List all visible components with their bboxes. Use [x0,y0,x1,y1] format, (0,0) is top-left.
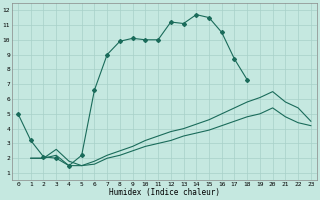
X-axis label: Humidex (Indice chaleur): Humidex (Indice chaleur) [109,188,220,197]
